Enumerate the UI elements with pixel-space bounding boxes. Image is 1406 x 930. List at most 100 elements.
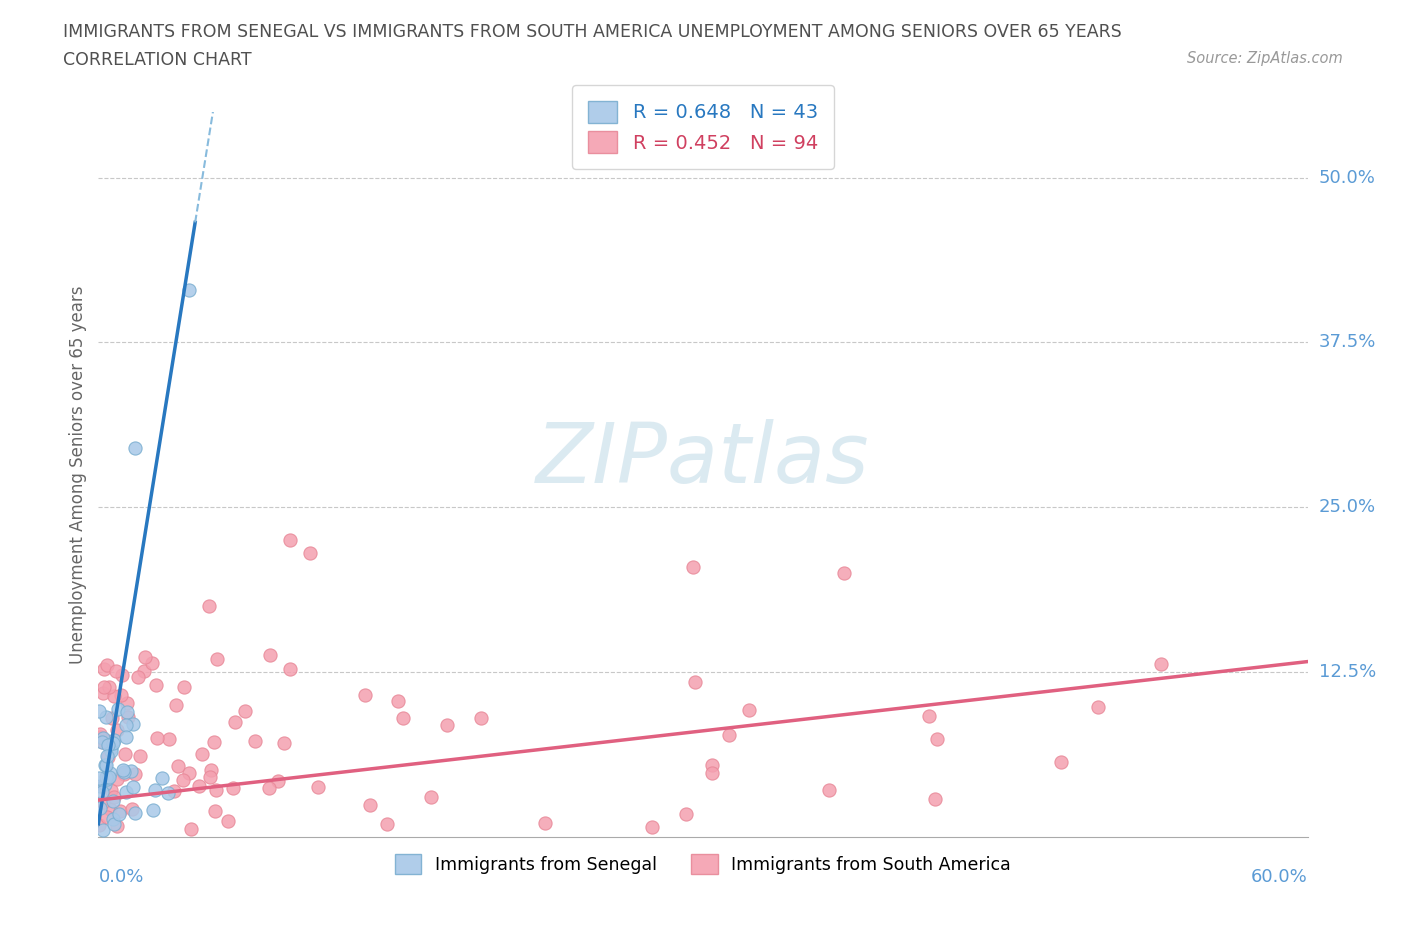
Point [103,790,125,804]
Point [96,749,118,764]
Point [682,559,704,574]
Point [918,708,941,723]
Point [105,664,128,679]
Point [89,730,111,745]
Point [111,668,134,683]
Point [115,730,138,745]
Point [143,782,166,797]
Text: 37.5%: 37.5% [1319,334,1376,352]
Point [103,736,125,751]
Point [470,711,492,725]
Point [145,677,167,692]
Point [91,735,114,750]
Point [187,778,209,793]
Text: CORRELATION CHART: CORRELATION CHART [63,51,252,69]
Point [91,794,114,809]
Point [141,655,163,670]
Point [683,674,706,689]
Point [127,670,149,684]
Point [93,661,115,676]
Point [112,767,135,782]
Point [132,663,155,678]
Point [94,733,117,748]
Point [142,803,165,817]
Point [534,816,557,830]
Text: 0.0%: 0.0% [98,868,143,885]
Point [110,687,132,702]
Point [96,770,118,785]
Point [89,771,111,786]
Point [675,807,697,822]
Point [107,702,129,717]
Point [200,763,222,777]
Point [117,710,139,724]
Point [157,732,180,747]
Point [191,747,214,762]
Point [114,747,136,762]
Point [105,771,128,786]
Text: 50.0%: 50.0% [1319,168,1375,187]
Point [1049,754,1071,769]
Point [124,805,146,820]
Point [89,801,111,816]
Point [278,661,301,676]
Point [91,823,114,838]
Point [273,736,295,751]
Point [927,732,949,747]
Point [832,565,855,580]
Point [115,705,138,720]
Point [1087,700,1109,715]
Point [173,679,195,694]
Point [96,710,118,724]
Point [202,735,225,750]
Point [419,790,441,804]
Text: 60.0%: 60.0% [1251,868,1308,885]
Point [179,282,201,297]
Point [392,711,415,725]
Point [243,734,266,749]
Text: IMMIGRANTS FROM SENEGAL VS IMMIGRANTS FROM SOUTH AMERICA UNEMPLOYMENT AMONG SENI: IMMIGRANTS FROM SENEGAL VS IMMIGRANTS FR… [63,23,1122,41]
Point [146,731,169,746]
Point [93,680,115,695]
Point [96,658,118,672]
Point [156,785,179,800]
Point [165,698,187,712]
Point [436,718,458,733]
Point [91,685,114,700]
Point [205,782,228,797]
Text: 25.0%: 25.0% [1319,498,1376,516]
Point [98,765,121,780]
Point [96,809,118,824]
Point [101,711,124,725]
Point [115,718,138,733]
Point [94,777,117,791]
Point [259,647,281,662]
Point [91,730,114,745]
Point [115,696,138,711]
Point [353,687,375,702]
Point [204,804,226,818]
Point [124,441,146,456]
Text: Source: ZipAtlas.com: Source: ZipAtlas.com [1187,51,1343,66]
Point [134,650,156,665]
Point [112,765,135,780]
Point [108,804,131,818]
Point [198,599,221,614]
Point [641,820,664,835]
Point [97,737,120,752]
Point [222,780,245,795]
Point [101,793,124,808]
Point [257,780,280,795]
Point [359,797,381,812]
Point [120,764,142,778]
Point [177,765,200,780]
Text: ZIPatlas: ZIPatlas [536,419,870,500]
Point [818,783,841,798]
Point [128,749,150,764]
Text: 12.5%: 12.5% [1319,663,1376,681]
Point [100,740,122,755]
Point [924,792,946,807]
Point [105,818,128,833]
Point [299,546,322,561]
Point [307,780,329,795]
